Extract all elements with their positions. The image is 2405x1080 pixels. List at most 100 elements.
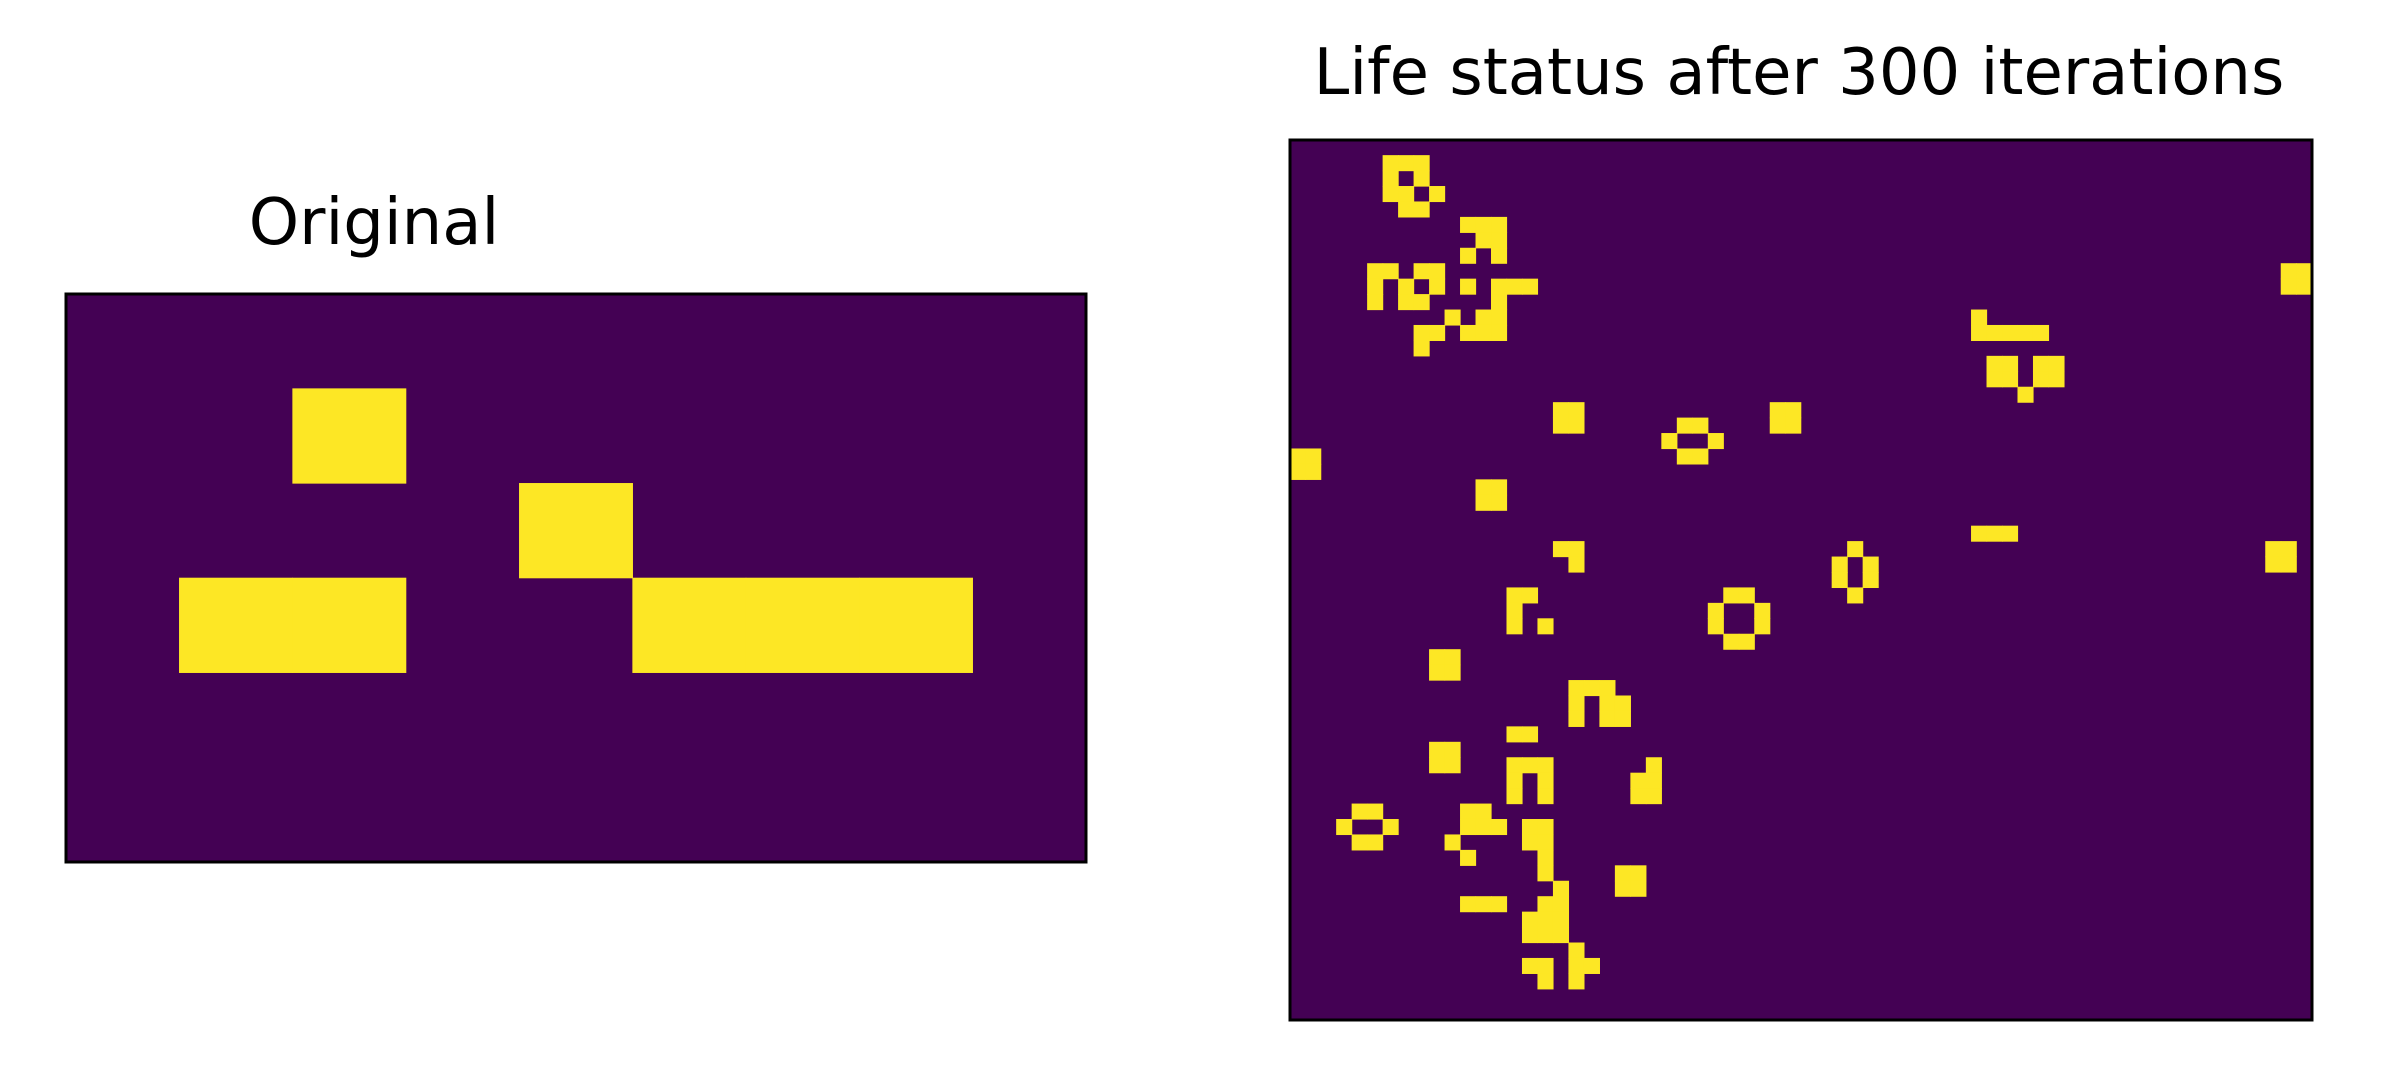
- alive-cell: [1491, 494, 1508, 511]
- alive-cell: [1398, 294, 1415, 311]
- alive-cell: [1537, 849, 1554, 866]
- alive-cell: [1367, 834, 1384, 851]
- alive-cell: [1460, 849, 1477, 866]
- alive-cell: [1491, 818, 1508, 836]
- grid-frame: [1288, 138, 2314, 1022]
- alive-cell: [1506, 587, 1523, 604]
- alive-cell: [519, 483, 633, 579]
- alive-cell: [1475, 216, 1492, 233]
- alive-cell: [1367, 278, 1384, 295]
- alive-cell: [2032, 324, 2050, 342]
- alive-cell: [2296, 278, 2313, 295]
- alive-cell: [1831, 571, 1848, 589]
- alive-cell: [1599, 680, 1616, 697]
- alive-cell: [1614, 880, 1631, 897]
- life-status-grid: [1288, 138, 2314, 1022]
- alive-cell: [1398, 278, 1415, 295]
- alive-cell: [1645, 788, 1662, 805]
- alive-cell: [1614, 865, 1631, 882]
- grid-frame: [64, 292, 1088, 864]
- alive-cell: [1491, 278, 1508, 295]
- alive-cell: [1289, 463, 1306, 480]
- alive-cell: [1382, 186, 1399, 203]
- alive-cell: [1398, 155, 1415, 172]
- alive-cell: [1475, 803, 1492, 820]
- alive-cell: [2048, 355, 2065, 372]
- alive-cell: [1305, 448, 1322, 465]
- alive-cell: [1971, 324, 1988, 342]
- alive-cell: [1537, 818, 1554, 836]
- alive-cell: [1568, 942, 1585, 959]
- alive-cell: [1475, 494, 1492, 511]
- alive-cell: [1336, 818, 1353, 836]
- alive-cell: [1521, 911, 1539, 928]
- alive-cell: [1986, 371, 2003, 388]
- alive-cell: [1429, 186, 1446, 203]
- alive-cell: [1506, 278, 1523, 295]
- original-grid: [64, 292, 1088, 864]
- alive-cell: [1769, 417, 1786, 434]
- alive-cell: [1645, 757, 1662, 774]
- alive-cell: [1398, 186, 1415, 203]
- alive-cell: [2032, 371, 2050, 388]
- life-status-title: Life status after 300 iterations: [1313, 36, 2285, 110]
- alive-cell: [1475, 324, 1492, 342]
- alive-cell: [1568, 695, 1585, 712]
- alive-cell: [1444, 834, 1461, 851]
- alive-cell: [1645, 772, 1662, 789]
- alive-cell: [1537, 957, 1554, 974]
- alive-cell: [1289, 448, 1306, 465]
- alive-cell: [1506, 757, 1523, 774]
- alive-cell: [1583, 680, 1600, 697]
- alive-cell: [1367, 803, 1384, 820]
- alive-cell: [1444, 664, 1461, 681]
- alive-cell: [1568, 973, 1585, 990]
- alive-cell: [1351, 834, 1368, 851]
- alive-cell: [1599, 710, 1616, 727]
- alive-cell: [1460, 818, 1477, 836]
- original-title: Original: [248, 186, 500, 260]
- alive-cell: [1521, 957, 1539, 974]
- alive-cell: [1475, 232, 1492, 249]
- alive-cell: [1382, 170, 1399, 187]
- alive-cell: [1521, 834, 1539, 851]
- alive-cell: [1692, 417, 1709, 434]
- alive-cell: [1475, 479, 1492, 496]
- alive-cell: [1475, 309, 1492, 326]
- alive-cell: [1692, 448, 1709, 465]
- alive-cell: [292, 577, 407, 673]
- alive-cell: [1707, 433, 1724, 450]
- alive-cell: [1568, 417, 1585, 434]
- alive-cell: [1491, 479, 1508, 496]
- alive-cell: [1537, 973, 1554, 990]
- alive-cell: [2280, 541, 2297, 558]
- alive-cell: [1769, 402, 1786, 419]
- alive-cell: [1382, 263, 1399, 280]
- alive-cell: [1521, 757, 1539, 774]
- alive-cell: [1506, 772, 1523, 789]
- alive-cell: [1413, 170, 1430, 187]
- alive-cell: [1723, 633, 1740, 650]
- alive-cell: [1429, 757, 1446, 774]
- alive-cell: [859, 577, 973, 673]
- alive-cell: [1506, 618, 1523, 635]
- alive-cell: [2265, 541, 2282, 558]
- alive-cell: [1413, 263, 1430, 280]
- alive-cell: [1460, 803, 1477, 820]
- alive-cell: [2002, 324, 2019, 342]
- alive-cell: [1738, 587, 1755, 604]
- alive-cell: [1986, 525, 2003, 542]
- alive-cell: [1537, 772, 1554, 789]
- alive-cell: [1785, 402, 1802, 419]
- alive-cell: [1552, 896, 1570, 913]
- alive-cell: [1413, 201, 1430, 218]
- alive-cell: [1491, 216, 1508, 233]
- alive-cell: [1506, 726, 1523, 743]
- alive-cell: [1460, 896, 1477, 913]
- alive-cell: [1367, 294, 1384, 311]
- alive-cell: [1661, 433, 1678, 450]
- alive-cell: [1568, 402, 1585, 419]
- alive-cell: [1491, 896, 1508, 913]
- alive-cell: [1707, 602, 1724, 619]
- alive-cell: [1506, 602, 1523, 619]
